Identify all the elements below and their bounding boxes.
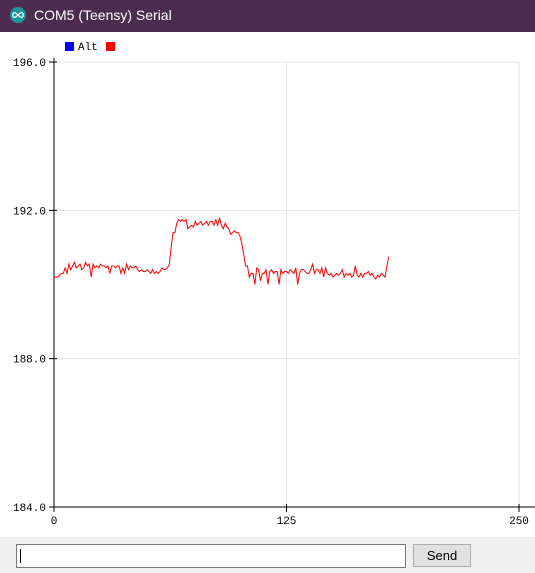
infinity-icon (10, 7, 26, 23)
legend-label-alt: Alt (78, 42, 98, 54)
x-tick-label: 250 (509, 516, 529, 528)
series-line-0 (54, 217, 390, 285)
legend-swatch-alt (65, 42, 74, 51)
serial-plotter-chart: Alt 196.0 192.0 188.0 184.0 0 125 250 (0, 32, 535, 537)
y-axis-ticks: 196.0 192.0 188.0 184.0 (13, 58, 57, 515)
y-tick-label: 196.0 (13, 58, 46, 70)
legend-swatch-red (106, 42, 115, 51)
axes (53, 58, 535, 508)
window-title: COM5 (Teensy) Serial (34, 7, 172, 23)
grid (53, 61, 520, 508)
y-tick-label: 184.0 (13, 503, 46, 515)
serial-input[interactable] (16, 544, 406, 568)
chart-svg: Alt 196.0 192.0 188.0 184.0 0 125 250 (13, 42, 535, 528)
send-bar: Send (0, 537, 535, 573)
x-tick-label: 125 (277, 516, 297, 528)
y-tick-label: 192.0 (13, 206, 46, 218)
series-group (54, 217, 390, 285)
send-button[interactable]: Send (413, 544, 471, 567)
x-tick-label: 0 (51, 516, 58, 528)
y-tick-label: 188.0 (13, 355, 46, 367)
text-caret (20, 549, 21, 563)
x-axis-ticks: 0 125 250 (51, 504, 529, 528)
title-bar: COM5 (Teensy) Serial (0, 0, 535, 32)
legend: Alt (65, 42, 115, 54)
